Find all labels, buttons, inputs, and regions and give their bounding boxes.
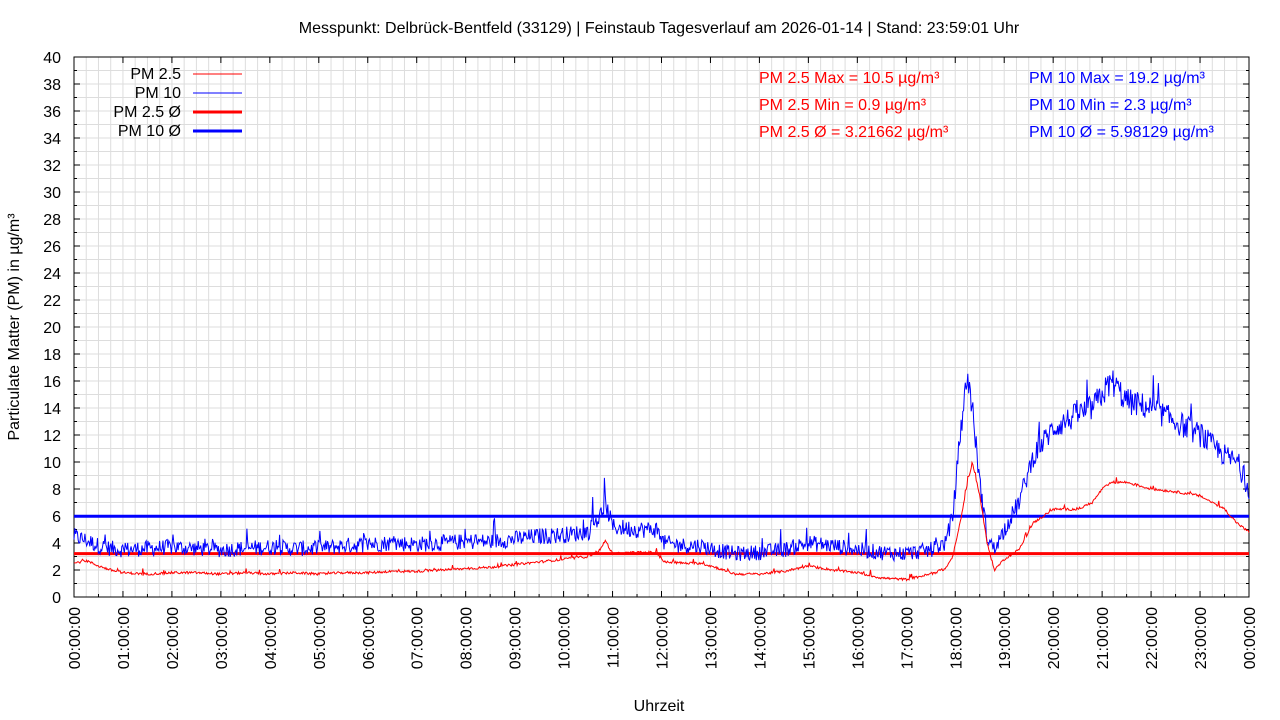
y-tick-label: 14: [43, 401, 61, 418]
x-tick-label: 00:00:00: [67, 607, 84, 669]
y-tick-label: 0: [52, 590, 61, 607]
pm10-series-line: [73, 370, 1250, 563]
series-group: [73, 370, 1250, 582]
legend-label: PM 10: [135, 85, 181, 102]
y-tick-label: 22: [43, 293, 61, 310]
pm25-avg-label: PM 2.5 Ø = 3.21662 µg/m³: [759, 124, 949, 141]
x-tick-label: 21:00:00: [1095, 607, 1112, 669]
y-tick-label: 26: [43, 239, 61, 256]
y-tick-label: 16: [43, 374, 61, 391]
x-tick-label: 01:00:00: [116, 607, 133, 669]
x-tick-label: 14:00:00: [752, 607, 769, 669]
y-axis-label: Particulate Matter (PM) in µg/m³: [6, 213, 23, 441]
x-tick-label: 10:00:00: [557, 607, 574, 669]
y-tick-label: 18: [43, 347, 61, 364]
x-tick-label: 07:00:00: [410, 607, 427, 669]
x-tick-label: 12:00:00: [655, 607, 672, 669]
y-tick-label: 8: [52, 482, 61, 499]
y-tick-label: 36: [43, 104, 61, 121]
x-tick-label: 23:00:00: [1193, 607, 1210, 669]
legend-label: PM 2.5: [130, 66, 181, 83]
x-tick-label: 04:00:00: [263, 607, 280, 669]
pm25-min-label: PM 2.5 Min = 0.9 µg/m³: [759, 97, 927, 114]
pm10-min-label: PM 10 Min = 2.3 µg/m³: [1029, 97, 1192, 114]
x-tick-label: 18:00:00: [948, 607, 965, 669]
y-tick-label: 32: [43, 158, 61, 175]
y-tick-label: 30: [43, 185, 61, 202]
x-tick-label: 00:00:00: [1242, 607, 1259, 669]
x-tick-label: 08:00:00: [459, 607, 476, 669]
y-tick-label: 34: [43, 131, 61, 148]
pm25-max-label: PM 2.5 Max = 10.5 µg/m³: [759, 70, 940, 87]
x-tick-label: 13:00:00: [703, 607, 720, 669]
y-tick-label: 28: [43, 212, 61, 229]
x-tick-label: 11:00:00: [606, 607, 623, 668]
legend-label: PM 10 Ø: [118, 123, 181, 140]
pm10-avg-label: PM 10 Ø = 5.98129 µg/m³: [1029, 124, 1215, 141]
x-tick-label: 06:00:00: [361, 607, 378, 669]
y-tick-label: 40: [43, 50, 61, 67]
legend-label: PM 2.5 Ø: [113, 104, 181, 121]
x-tick-label: 15:00:00: [801, 607, 818, 669]
x-tick-label: 20:00:00: [1046, 607, 1063, 669]
chart-title: Messpunkt: Delbrück-Bentfeld (33129) | F…: [299, 20, 1020, 37]
pm10-max-label: PM 10 Max = 19.2 µg/m³: [1029, 70, 1206, 87]
y-tick-label: 10: [43, 455, 61, 472]
y-tick-label: 12: [43, 428, 61, 445]
pm25-series-line: [73, 460, 1250, 582]
x-tick-label: 22:00:00: [1144, 607, 1161, 669]
x-tick-label: 19:00:00: [997, 607, 1014, 669]
x-tick-label: 16:00:00: [850, 607, 867, 669]
x-tick-label: 02:00:00: [165, 607, 182, 669]
y-tick-label: 20: [43, 320, 61, 337]
stats-annotations: PM 2.5 Max = 10.5 µg/m³ PM 2.5 Min = 0.9…: [759, 70, 1215, 141]
x-tick-label: 09:00:00: [508, 607, 525, 669]
y-tick-label: 2: [52, 563, 61, 580]
x-tick-label: 03:00:00: [214, 607, 231, 669]
y-tick-label: 6: [52, 509, 61, 526]
y-tick-label: 4: [52, 536, 61, 553]
y-tick-label: 38: [43, 77, 61, 94]
legend: PM 2.5 PM 10 PM 2.5 Ø PM 10 Ø: [113, 66, 242, 140]
x-tick-label: 17:00:00: [899, 607, 916, 669]
y-tick-label: 24: [43, 266, 61, 283]
x-axis-label: Uhrzeit: [634, 698, 685, 715]
x-tick-label: 05:00:00: [312, 607, 329, 669]
axis-ticks: 024681012141618202224262830323436384000:…: [43, 50, 1259, 669]
